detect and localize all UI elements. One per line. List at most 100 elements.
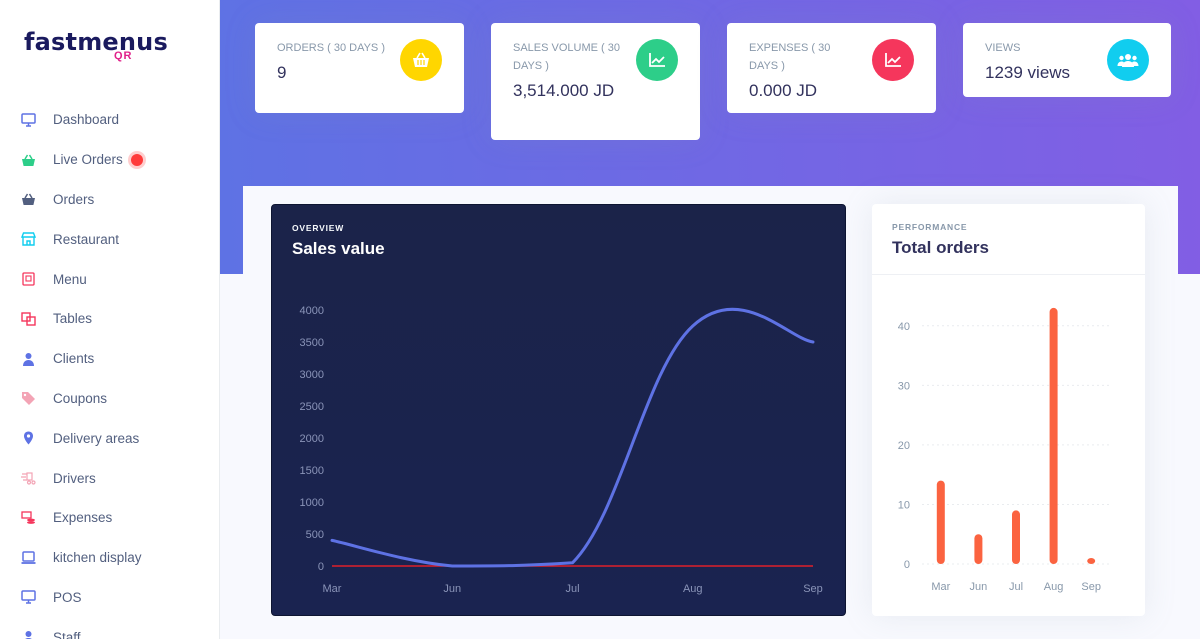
sidebar-item-pos[interactable]: POS xyxy=(0,578,219,618)
sidebar-item-label: Live Orders xyxy=(53,152,123,168)
y-tick-label: 20 xyxy=(898,440,910,452)
bar xyxy=(974,534,983,564)
bar xyxy=(1049,307,1058,564)
stat-card-views: VIEWS 1239 views xyxy=(963,23,1171,97)
card-title: Sales value xyxy=(292,239,385,258)
shop-icon xyxy=(20,231,36,247)
basket-icon xyxy=(400,39,442,81)
brand-sub: QR xyxy=(114,50,133,62)
x-tick-label: Sep xyxy=(1081,581,1101,593)
delivery-icon xyxy=(20,470,36,486)
total-orders-card: PERFORMANCE Total orders 0 10 20 30 40 Mar Jun… xyxy=(872,204,1145,616)
x-tick-label: Jun xyxy=(970,581,988,593)
card-kicker: PERFORMANCE xyxy=(892,222,968,232)
x-tick-label: Jul xyxy=(565,583,579,595)
sidebar-item-coupons[interactable]: Coupons xyxy=(0,379,219,419)
sidebar-item-label: Menu xyxy=(53,271,87,287)
stat-value: 3,514.000 JD xyxy=(513,81,615,100)
sidebar-item-live-orders[interactable]: Live Orders xyxy=(0,140,219,180)
sidebar-item-kitchen-display[interactable]: kitchen display xyxy=(0,538,219,578)
sidebar-item-label: kitchen display xyxy=(53,550,142,566)
y-tick-label: 40 xyxy=(898,321,910,333)
sidebar: fastmenus QR Dashboard Live Orders Orders R… xyxy=(0,0,220,639)
brand-logo[interactable]: fastmenus QR xyxy=(24,28,168,62)
y-tick-label: 3500 xyxy=(300,337,324,349)
sidebar-item-label: Coupons xyxy=(53,390,108,406)
x-tick-label: Mar xyxy=(931,581,950,593)
stat-card-orders: ORDERS ( 30 DAYS ) 9 xyxy=(255,23,464,113)
stat-title: SALES VOLUME ( 30 DAYS ) xyxy=(513,42,620,72)
menu-book-icon xyxy=(20,271,36,287)
live-indicator xyxy=(130,153,143,166)
y-tick-label: 4000 xyxy=(300,305,324,317)
y-tick-label: 1500 xyxy=(300,465,324,477)
y-tick-label: 0 xyxy=(904,559,910,571)
bar xyxy=(1012,510,1020,564)
sidebar-item-orders[interactable]: Orders xyxy=(0,180,219,220)
total-orders-chart: 0 10 20 30 40 Mar Jun Jul Aug Sep xyxy=(898,307,1110,593)
sidebar-item-label: POS xyxy=(53,589,82,605)
stat-title: EXPENSES ( 30 DAYS ) xyxy=(749,42,831,72)
stat-title: VIEWS xyxy=(985,42,1021,54)
sidebar-item-delivery-areas[interactable]: Delivery areas xyxy=(0,418,219,458)
sidebar-item-label: Clients xyxy=(53,351,95,367)
y-tick-label: 10 xyxy=(898,499,910,511)
map-pin-icon xyxy=(20,430,36,446)
stat-card-expenses: EXPENSES ( 30 DAYS ) 0.000 JD xyxy=(727,23,936,113)
card-kicker: OVERVIEW xyxy=(292,223,345,233)
card-title: Total orders xyxy=(892,238,989,257)
sidebar-item-label: Orders xyxy=(53,191,95,207)
bar xyxy=(936,480,945,564)
tables-icon xyxy=(20,311,36,327)
x-tick-label: Jun xyxy=(443,583,461,595)
monitor-icon xyxy=(20,112,36,128)
users-icon xyxy=(1107,39,1149,81)
laptop-icon xyxy=(20,550,36,566)
sidebar-item-staff[interactable]: Staff xyxy=(0,617,219,639)
x-tick-label: Aug xyxy=(683,583,703,595)
sidebar-item-menu[interactable]: Menu xyxy=(0,259,219,299)
y-tick-label: 500 xyxy=(306,529,324,541)
monitor-icon xyxy=(20,589,36,605)
x-tick-label: Aug xyxy=(1044,581,1064,593)
money-icon xyxy=(20,510,36,526)
user-icon xyxy=(20,351,36,367)
sidebar-item-label: Restaurant xyxy=(53,231,120,247)
sales-value-card: OVERVIEW Sales value 0 500 1000 1500 2000 250… xyxy=(271,204,846,616)
y-tick-label: 1000 xyxy=(300,497,324,509)
x-tick-label: Jul xyxy=(1009,581,1023,593)
y-tick-label: 2500 xyxy=(300,401,324,413)
sidebar-item-label: Dashboard xyxy=(53,112,120,128)
sidebar-item-label: Drivers xyxy=(53,470,96,486)
sidebar-item-label: Delivery areas xyxy=(53,430,140,446)
y-tick-label: 30 xyxy=(898,380,910,392)
y-tick-label: 2000 xyxy=(300,433,324,445)
sidebar-item-label: Staff xyxy=(53,629,81,639)
y-tick-label: 3000 xyxy=(300,369,324,381)
sidebar-item-tables[interactable]: Tables xyxy=(0,299,219,339)
bar xyxy=(1087,558,1096,564)
sidebar-item-drivers[interactable]: Drivers xyxy=(0,458,219,498)
sidebar-item-dashboard[interactable]: Dashboard xyxy=(0,100,219,140)
user-icon xyxy=(20,629,36,639)
sidebar-item-label: Tables xyxy=(53,311,93,327)
sidebar-item-expenses[interactable]: Expenses xyxy=(0,498,219,538)
basket-icon xyxy=(20,191,36,207)
stat-value: 0.000 JD xyxy=(749,81,818,100)
series-line xyxy=(330,307,815,568)
chart-line-icon xyxy=(872,39,914,81)
x-tick-label: Mar xyxy=(323,583,342,595)
sidebar-item-clients[interactable]: Clients xyxy=(0,339,219,379)
stat-title: ORDERS ( 30 DAYS ) xyxy=(277,42,385,54)
basket-icon xyxy=(20,152,36,168)
sidebar-item-restaurant[interactable]: Restaurant xyxy=(0,219,219,259)
y-tick-label: 0 xyxy=(318,561,324,573)
stat-value: 9 xyxy=(277,63,287,82)
sidebar-nav: Dashboard Live Orders Orders Restaurant Menu… xyxy=(0,100,219,639)
x-tick-label: Sep xyxy=(803,583,823,595)
stat-value: 1239 views xyxy=(985,63,1071,82)
stat-card-sales-volume: SALES VOLUME ( 30 DAYS ) 3,514.000 JD xyxy=(491,23,700,140)
tag-icon xyxy=(20,390,36,406)
chart-line-icon xyxy=(636,39,678,81)
brand-name: fastmenus xyxy=(24,28,168,56)
